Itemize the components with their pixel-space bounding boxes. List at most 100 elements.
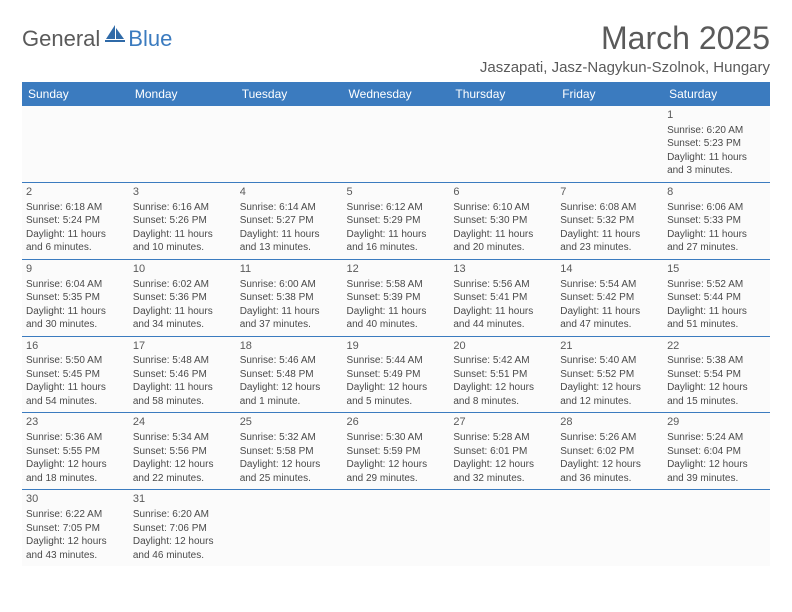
daylight-text: and 6 minutes.	[26, 241, 125, 255]
calendar-cell: 12Sunrise: 5:58 AMSunset: 5:39 PMDayligh…	[343, 259, 450, 336]
sunrise-text: Sunrise: 6:20 AM	[667, 124, 766, 138]
daylight-text: Daylight: 12 hours	[26, 535, 125, 549]
sunset-text: Sunset: 5:33 PM	[667, 214, 766, 228]
day-header: Friday	[556, 82, 663, 106]
sunset-text: Sunset: 5:55 PM	[26, 445, 125, 459]
daylight-text: Daylight: 11 hours	[667, 305, 766, 319]
calendar-row: 30Sunrise: 6:22 AMSunset: 7:05 PMDayligh…	[22, 490, 770, 566]
daylight-text: Daylight: 12 hours	[453, 381, 552, 395]
daylight-text: Daylight: 11 hours	[667, 151, 766, 165]
daylight-text: and 3 minutes.	[667, 164, 766, 178]
sunrise-text: Sunrise: 5:34 AM	[133, 431, 232, 445]
day-number: 13	[453, 262, 552, 277]
sunset-text: Sunset: 5:24 PM	[26, 214, 125, 228]
sunset-text: Sunset: 5:58 PM	[240, 445, 339, 459]
sunset-text: Sunset: 5:59 PM	[347, 445, 446, 459]
sunset-text: Sunset: 5:44 PM	[667, 291, 766, 305]
daylight-text: and 46 minutes.	[133, 549, 232, 563]
sunset-text: Sunset: 5:26 PM	[133, 214, 232, 228]
daylight-text: and 47 minutes.	[560, 318, 659, 332]
calendar-cell: 29Sunrise: 5:24 AMSunset: 6:04 PMDayligh…	[663, 413, 770, 490]
sunset-text: Sunset: 5:29 PM	[347, 214, 446, 228]
daylight-text: and 13 minutes.	[240, 241, 339, 255]
sunrise-text: Sunrise: 5:38 AM	[667, 354, 766, 368]
calendar-cell: 18Sunrise: 5:46 AMSunset: 5:48 PMDayligh…	[236, 336, 343, 413]
daylight-text: and 44 minutes.	[453, 318, 552, 332]
day-number: 16	[26, 339, 125, 354]
header: General Blue March 2025 Jaszapati, Jasz-…	[22, 20, 770, 76]
sunset-text: Sunset: 5:30 PM	[453, 214, 552, 228]
daylight-text: Daylight: 11 hours	[453, 228, 552, 242]
daylight-text: and 20 minutes.	[453, 241, 552, 255]
calendar-table: SundayMondayTuesdayWednesdayThursdayFrid…	[22, 82, 770, 566]
calendar-cell	[129, 106, 236, 182]
calendar-cell: 3Sunrise: 6:16 AMSunset: 5:26 PMDaylight…	[129, 182, 236, 259]
day-number: 28	[560, 415, 659, 430]
daylight-text: and 12 minutes.	[560, 395, 659, 409]
sunset-text: Sunset: 5:46 PM	[133, 368, 232, 382]
daylight-text: and 34 minutes.	[133, 318, 232, 332]
sunset-text: Sunset: 5:27 PM	[240, 214, 339, 228]
calendar-cell	[556, 106, 663, 182]
day-number: 30	[26, 492, 125, 507]
sunset-text: Sunset: 5:36 PM	[133, 291, 232, 305]
sunrise-text: Sunrise: 5:46 AM	[240, 354, 339, 368]
daylight-text: Daylight: 11 hours	[240, 305, 339, 319]
sunset-text: Sunset: 5:48 PM	[240, 368, 339, 382]
sunset-text: Sunset: 5:54 PM	[667, 368, 766, 382]
logo: General Blue	[22, 26, 172, 52]
sunset-text: Sunset: 7:05 PM	[26, 522, 125, 536]
calendar-cell: 25Sunrise: 5:32 AMSunset: 5:58 PMDayligh…	[236, 413, 343, 490]
daylight-text: Daylight: 12 hours	[667, 381, 766, 395]
sunset-text: Sunset: 5:45 PM	[26, 368, 125, 382]
day-header: Thursday	[449, 82, 556, 106]
sunrise-text: Sunrise: 5:26 AM	[560, 431, 659, 445]
calendar-cell	[236, 490, 343, 566]
day-header: Sunday	[22, 82, 129, 106]
calendar-cell: 15Sunrise: 5:52 AMSunset: 5:44 PMDayligh…	[663, 259, 770, 336]
calendar-row: 16Sunrise: 5:50 AMSunset: 5:45 PMDayligh…	[22, 336, 770, 413]
day-header-row: SundayMondayTuesdayWednesdayThursdayFrid…	[22, 82, 770, 106]
calendar-cell: 31Sunrise: 6:20 AMSunset: 7:06 PMDayligh…	[129, 490, 236, 566]
day-number: 26	[347, 415, 446, 430]
calendar-cell: 2Sunrise: 6:18 AMSunset: 5:24 PMDaylight…	[22, 182, 129, 259]
day-number: 10	[133, 262, 232, 277]
day-number: 7	[560, 185, 659, 200]
day-header: Tuesday	[236, 82, 343, 106]
daylight-text: and 36 minutes.	[560, 472, 659, 486]
calendar-cell: 26Sunrise: 5:30 AMSunset: 5:59 PMDayligh…	[343, 413, 450, 490]
day-number: 6	[453, 185, 552, 200]
calendar-row: 2Sunrise: 6:18 AMSunset: 5:24 PMDaylight…	[22, 182, 770, 259]
logo-sail-icon	[104, 23, 126, 48]
day-number: 18	[240, 339, 339, 354]
calendar-cell: 4Sunrise: 6:14 AMSunset: 5:27 PMDaylight…	[236, 182, 343, 259]
daylight-text: and 22 minutes.	[133, 472, 232, 486]
daylight-text: Daylight: 11 hours	[240, 228, 339, 242]
daylight-text: Daylight: 11 hours	[453, 305, 552, 319]
sunrise-text: Sunrise: 6:12 AM	[347, 201, 446, 215]
calendar-cell: 10Sunrise: 6:02 AMSunset: 5:36 PMDayligh…	[129, 259, 236, 336]
sunset-text: Sunset: 7:06 PM	[133, 522, 232, 536]
daylight-text: and 37 minutes.	[240, 318, 339, 332]
sunset-text: Sunset: 6:04 PM	[667, 445, 766, 459]
daylight-text: and 58 minutes.	[133, 395, 232, 409]
sunrise-text: Sunrise: 6:10 AM	[453, 201, 552, 215]
calendar-cell: 11Sunrise: 6:00 AMSunset: 5:38 PMDayligh…	[236, 259, 343, 336]
sunrise-text: Sunrise: 6:14 AM	[240, 201, 339, 215]
calendar-cell: 28Sunrise: 5:26 AMSunset: 6:02 PMDayligh…	[556, 413, 663, 490]
calendar-cell: 21Sunrise: 5:40 AMSunset: 5:52 PMDayligh…	[556, 336, 663, 413]
daylight-text: and 51 minutes.	[667, 318, 766, 332]
day-number: 8	[667, 185, 766, 200]
sunset-text: Sunset: 5:39 PM	[347, 291, 446, 305]
day-number: 20	[453, 339, 552, 354]
daylight-text: Daylight: 12 hours	[347, 458, 446, 472]
day-number: 27	[453, 415, 552, 430]
logo-text-general: General	[22, 26, 100, 52]
sunrise-text: Sunrise: 5:56 AM	[453, 278, 552, 292]
daylight-text: Daylight: 12 hours	[133, 458, 232, 472]
daylight-text: Daylight: 12 hours	[560, 381, 659, 395]
sunset-text: Sunset: 5:32 PM	[560, 214, 659, 228]
sunrise-text: Sunrise: 6:16 AM	[133, 201, 232, 215]
daylight-text: Daylight: 12 hours	[240, 381, 339, 395]
day-number: 15	[667, 262, 766, 277]
